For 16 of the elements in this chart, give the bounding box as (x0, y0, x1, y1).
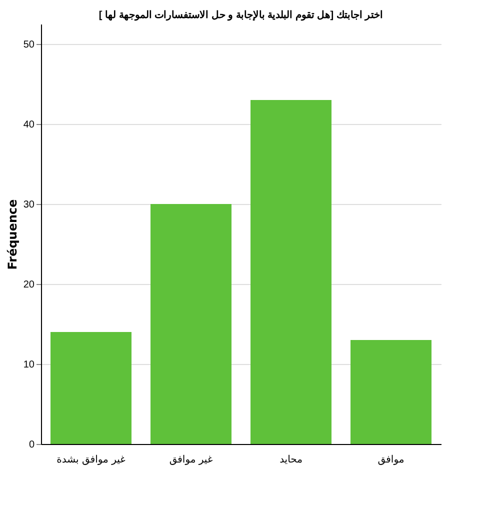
bar (50, 332, 132, 444)
y-tick-label: 30 (23, 200, 35, 210)
bar (250, 100, 332, 444)
x-tick-label: غير موافق (169, 454, 213, 466)
y-tick-label: 0 (28, 440, 35, 450)
chart-title: اختر اجابتك [هل تقوم البلدية بالإجابة و حل الاستفسارات الموجهة لها ] (98, 10, 384, 21)
y-tick-label: 10 (23, 360, 35, 370)
y-tick-label: 40 (23, 120, 35, 130)
bar (350, 340, 432, 444)
bar (150, 204, 232, 444)
y-tick-label: 50 (23, 40, 35, 50)
x-tick-label: موافق (378, 454, 404, 466)
y-axis-title: Fréquence (5, 199, 20, 270)
y-tick-label: 20 (23, 280, 35, 290)
x-tick-label: محايد (280, 454, 302, 466)
x-tick-label: غير موافق بشدة (56, 454, 126, 466)
